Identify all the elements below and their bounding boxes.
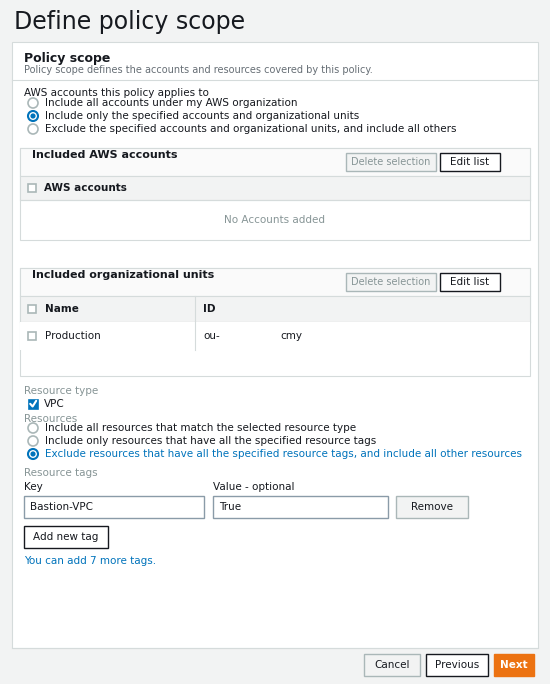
Text: AWS accounts this policy applies to: AWS accounts this policy applies to bbox=[24, 88, 209, 98]
Text: Exclude resources that have all the specified resource tags, and include all oth: Exclude resources that have all the spec… bbox=[45, 449, 522, 459]
Text: Next: Next bbox=[500, 660, 528, 670]
Circle shape bbox=[30, 451, 36, 457]
Text: Include all accounts under my AWS organization: Include all accounts under my AWS organi… bbox=[45, 98, 298, 108]
Circle shape bbox=[28, 423, 38, 433]
Text: Resource type: Resource type bbox=[24, 386, 98, 396]
FancyBboxPatch shape bbox=[20, 322, 530, 350]
FancyBboxPatch shape bbox=[20, 268, 530, 296]
FancyBboxPatch shape bbox=[20, 296, 530, 322]
Text: Policy scope defines the accounts and resources covered by this policy.: Policy scope defines the accounts and re… bbox=[24, 65, 373, 75]
FancyBboxPatch shape bbox=[440, 273, 500, 291]
Text: Key: Key bbox=[24, 482, 43, 492]
FancyBboxPatch shape bbox=[213, 496, 388, 518]
Text: Value - optional: Value - optional bbox=[213, 482, 294, 492]
FancyBboxPatch shape bbox=[28, 184, 36, 192]
FancyBboxPatch shape bbox=[346, 273, 436, 291]
FancyBboxPatch shape bbox=[440, 153, 500, 171]
Text: Include all resources that match the selected resource type: Include all resources that match the sel… bbox=[45, 423, 356, 433]
Text: True: True bbox=[219, 502, 241, 512]
Text: Resource tags: Resource tags bbox=[24, 468, 98, 478]
Text: Delete selection: Delete selection bbox=[351, 277, 431, 287]
Text: VPC: VPC bbox=[44, 399, 65, 409]
Text: Cancel: Cancel bbox=[374, 660, 410, 670]
Text: Define policy scope: Define policy scope bbox=[14, 10, 245, 34]
Text: You can add 7 more tags.: You can add 7 more tags. bbox=[24, 556, 156, 566]
Text: Delete selection: Delete selection bbox=[351, 157, 431, 167]
FancyBboxPatch shape bbox=[12, 42, 538, 648]
Text: Edit list: Edit list bbox=[450, 277, 490, 287]
Text: AWS accounts: AWS accounts bbox=[44, 183, 127, 193]
FancyBboxPatch shape bbox=[426, 654, 488, 676]
FancyBboxPatch shape bbox=[20, 148, 530, 176]
Circle shape bbox=[28, 124, 38, 134]
Text: ID: ID bbox=[203, 304, 216, 314]
FancyBboxPatch shape bbox=[346, 153, 436, 171]
FancyBboxPatch shape bbox=[29, 399, 37, 408]
Text: Edit list: Edit list bbox=[450, 157, 490, 167]
FancyBboxPatch shape bbox=[24, 496, 204, 518]
FancyBboxPatch shape bbox=[20, 148, 530, 240]
Text: Bastion-VPC: Bastion-VPC bbox=[30, 502, 93, 512]
Text: Add new tag: Add new tag bbox=[34, 532, 98, 542]
Text: Remove: Remove bbox=[411, 502, 453, 512]
FancyBboxPatch shape bbox=[20, 268, 530, 376]
FancyBboxPatch shape bbox=[24, 526, 108, 548]
Circle shape bbox=[28, 111, 38, 121]
Text: Include only resources that have all the specified resource tags: Include only resources that have all the… bbox=[45, 436, 376, 446]
FancyBboxPatch shape bbox=[28, 305, 36, 313]
Circle shape bbox=[28, 449, 38, 459]
Text: Policy scope: Policy scope bbox=[24, 52, 111, 65]
Circle shape bbox=[30, 114, 36, 118]
Text: Exclude the specified accounts and organizational units, and include all others: Exclude the specified accounts and organ… bbox=[45, 124, 456, 134]
FancyBboxPatch shape bbox=[364, 654, 420, 676]
Text: Include only the specified accounts and organizational units: Include only the specified accounts and … bbox=[45, 111, 359, 121]
Text: cmy: cmy bbox=[280, 331, 302, 341]
FancyBboxPatch shape bbox=[396, 496, 468, 518]
Text: Name: Name bbox=[45, 304, 79, 314]
Circle shape bbox=[28, 436, 38, 446]
Text: No Accounts added: No Accounts added bbox=[224, 215, 326, 225]
Text: Production: Production bbox=[45, 331, 101, 341]
Text: Included AWS accounts: Included AWS accounts bbox=[32, 150, 178, 160]
Text: ou-: ou- bbox=[203, 331, 220, 341]
FancyBboxPatch shape bbox=[28, 332, 36, 340]
Circle shape bbox=[28, 98, 38, 108]
FancyBboxPatch shape bbox=[494, 654, 534, 676]
Text: Previous: Previous bbox=[435, 660, 479, 670]
Text: Included organizational units: Included organizational units bbox=[32, 270, 215, 280]
FancyBboxPatch shape bbox=[20, 176, 530, 200]
Text: Resources: Resources bbox=[24, 414, 77, 424]
